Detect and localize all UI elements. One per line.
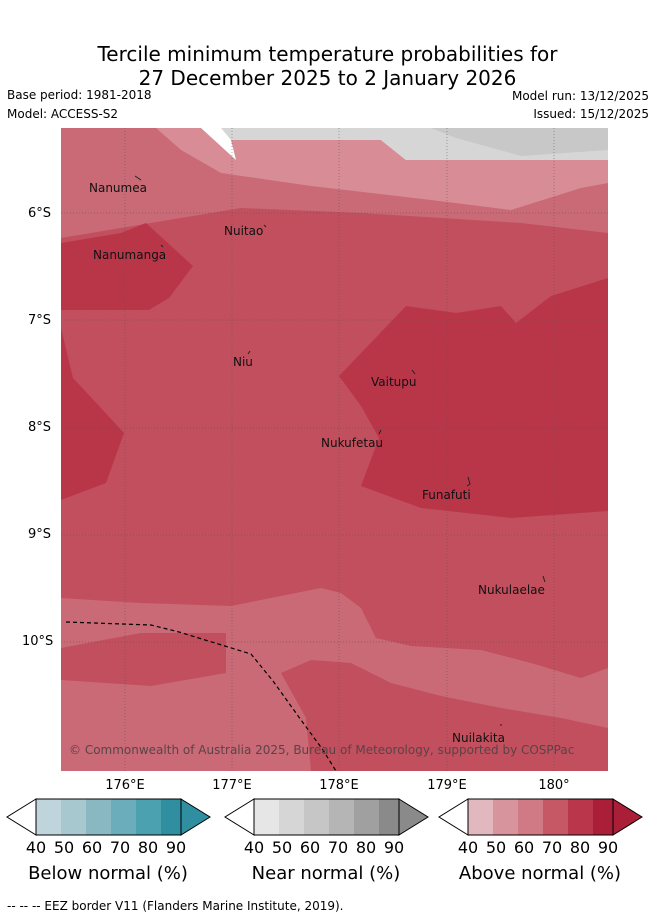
- region-above-80-90-west: [61, 223, 193, 500]
- lat-label-7s: 7°S: [28, 313, 52, 328]
- eez-border: [65, 621, 337, 771]
- lon-label-176e: 176°E: [105, 778, 145, 793]
- map-title-line1: Tercile minimum temperature probabilitie…: [97, 42, 558, 66]
- cbar1-tick-70: 70: [327, 838, 349, 857]
- cbar2-tick-80: 80: [569, 838, 591, 857]
- cbar2-title: Above normal (%): [458, 863, 622, 884]
- island-label-nanumanga: Nanumanga: [93, 248, 167, 262]
- probability-map[interactable]: [61, 128, 608, 771]
- cbar2-tick-90: 90: [597, 838, 619, 857]
- colorbar-near-normal: [224, 798, 430, 840]
- lat-label-8s: 8°S: [28, 420, 52, 435]
- cbar0-tick-40: 40: [25, 838, 47, 857]
- lon-label-177e: 177°E: [212, 778, 252, 793]
- copyright-notice: © Commonwealth of Australia 2025, Bureau…: [69, 743, 575, 757]
- island-label-nukulaelae: Nukulaelae: [478, 583, 545, 597]
- cbar1-tick-80: 80: [355, 838, 377, 857]
- island-label-funafuti: Funafuti: [422, 488, 471, 502]
- graticule: [61, 128, 608, 771]
- model-label: Model: ACCESS-S2: [7, 107, 119, 121]
- island-marks: [134, 175, 546, 726]
- region-above-70-80-southwest: [61, 633, 226, 686]
- lon-label-180: 180°: [538, 778, 570, 793]
- colorbar-above-normal: [438, 798, 644, 840]
- cbar1-tick-40: 40: [243, 838, 265, 857]
- cbar2-tick-40: 40: [457, 838, 479, 857]
- island-label-nanumea: Nanumea: [89, 181, 147, 195]
- eez-footer-note: -- -- -- EEZ border V11 (Flanders Marine…: [7, 899, 344, 913]
- colorbar-below-normal: [6, 798, 212, 840]
- cbar0-tick-70: 70: [109, 838, 131, 857]
- lat-label-10s: 10°S: [22, 634, 54, 649]
- region-above-80-90-east: [339, 278, 608, 518]
- island-label-nukufetau: Nukufetau: [321, 436, 384, 450]
- island-label-niu: Niu: [233, 355, 253, 369]
- cbar0-title: Below normal (%): [28, 863, 188, 884]
- lat-label-9s: 9°S: [28, 527, 52, 542]
- island-label-vaitupu: Vaitupu: [371, 375, 417, 389]
- model-run-label: Model run: 13/12/2025: [511, 89, 649, 103]
- cbar2-tick-60: 60: [513, 838, 535, 857]
- cbar1-tick-60: 60: [299, 838, 321, 857]
- region-near-60-70: [431, 128, 608, 156]
- island-label-nuilakita: Nuilakita: [452, 731, 505, 745]
- lat-label-6s: 6°S: [28, 206, 52, 221]
- issued-label: Issued: 15/12/2025: [533, 107, 649, 121]
- lon-label-178e: 178°E: [319, 778, 359, 793]
- cbar1-title: Near normal (%): [251, 863, 401, 884]
- cbar1-tick-50: 50: [271, 838, 293, 857]
- cbar0-tick-50: 50: [53, 838, 75, 857]
- cbar0-tick-60: 60: [81, 838, 103, 857]
- cbar0-tick-80: 80: [137, 838, 159, 857]
- cbar2-tick-70: 70: [541, 838, 563, 857]
- region-above-70-80-south: [281, 660, 608, 771]
- base-period-label: Base period: 1981-2018: [7, 88, 152, 102]
- lon-label-179e: 179°E: [427, 778, 467, 793]
- island-label-nuitao: Nuitao: [224, 224, 264, 238]
- cbar1-tick-90: 90: [383, 838, 405, 857]
- cbar0-tick-90: 90: [165, 838, 187, 857]
- map-canvas: [61, 128, 608, 771]
- map-title-line2: 27 December 2025 to 2 January 2026: [138, 66, 517, 90]
- cbar2-tick-50: 50: [485, 838, 507, 857]
